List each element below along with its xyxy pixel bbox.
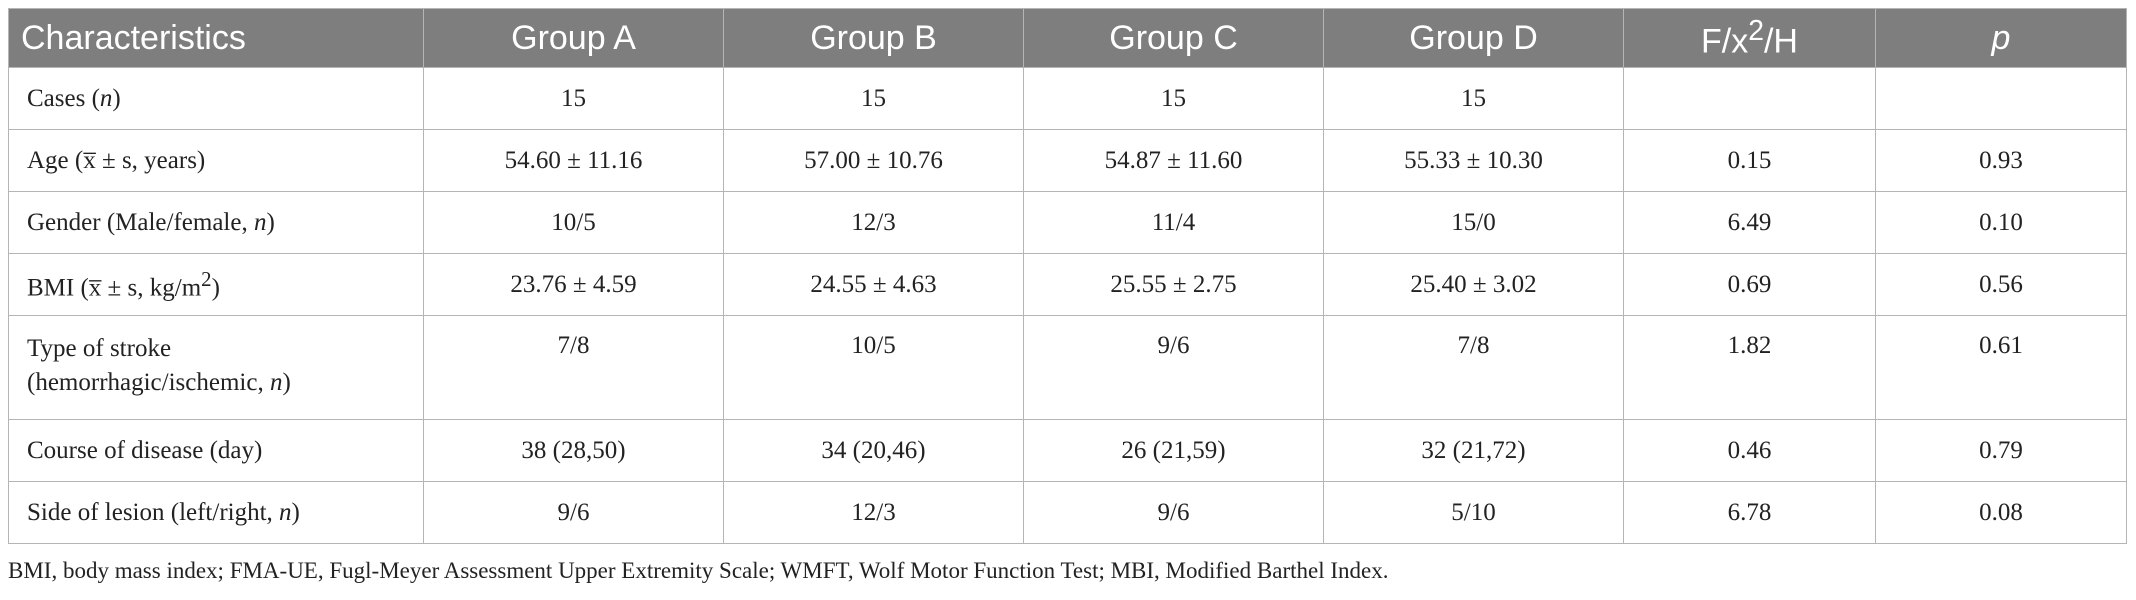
label-superscript: 2 — [201, 266, 212, 291]
label-text: BMI (x̅ ± s, kg/m — [27, 274, 202, 302]
header-group-a: Group A — [423, 8, 724, 68]
cell-group-b: 12/3 — [723, 481, 1024, 544]
row-label: Type of stroke (hemorrhagic/ischemic, n) — [8, 315, 424, 420]
table-row-side-of-lesion: Side of lesion (left/right, n) 9/6 12/3 … — [8, 481, 2127, 544]
cell-group-a: 38 (28,50) — [423, 419, 724, 482]
cell-p-value — [1875, 67, 2127, 130]
cell-group-c: 54.87 ± 11.60 — [1023, 129, 1324, 192]
cell-group-b: 12/3 — [723, 191, 1024, 254]
label-text: Type of stroke — [27, 335, 172, 362]
cell-statistic: 1.82 — [1623, 315, 1876, 420]
cell-group-b: 15 — [723, 67, 1024, 130]
cell-p-value: 0.79 — [1875, 419, 2127, 482]
header-characteristics: Characteristics — [8, 8, 424, 68]
label-text: ) — [211, 274, 220, 302]
cell-group-d: 5/10 — [1323, 481, 1624, 544]
row-label: Age (x̅ ± s, years) — [8, 129, 424, 192]
header-statistic-prefix: F/x — [1701, 22, 1749, 61]
table-row-type-of-stroke: Type of stroke (hemorrhagic/ischemic, n) … — [8, 315, 2127, 420]
cell-group-c: 26 (21,59) — [1023, 419, 1324, 482]
table-row-age: Age (x̅ ± s, years) 54.60 ± 11.16 57.00 … — [8, 129, 2127, 192]
table-row-course-of-disease: Course of disease (day) 38 (28,50) 34 (2… — [8, 419, 2127, 482]
cell-group-a: 23.76 ± 4.59 — [423, 253, 724, 316]
label-italic: n — [269, 369, 283, 396]
label-italic: n — [99, 84, 113, 112]
cell-group-a: 54.60 ± 11.16 — [423, 129, 724, 192]
label-text: ) — [266, 208, 275, 236]
cell-p-value: 0.10 — [1875, 191, 2127, 254]
cell-group-a: 15 — [423, 67, 724, 130]
cell-group-c: 15 — [1023, 67, 1324, 130]
header-statistic-superscript: 2 — [1748, 14, 1764, 47]
cell-group-c: 11/4 — [1023, 191, 1324, 254]
cell-group-d: 15/0 — [1323, 191, 1624, 254]
header-p-label: p — [1991, 18, 2011, 57]
cell-group-a: 9/6 — [423, 481, 724, 544]
label-text: ) — [112, 84, 121, 112]
cell-statistic: 6.78 — [1623, 481, 1876, 544]
row-label: Course of disease (day) — [8, 419, 424, 482]
cell-group-b: 10/5 — [723, 315, 1024, 420]
cell-group-c: 9/6 — [1023, 481, 1324, 544]
label-text: Cases ( — [27, 84, 100, 112]
cell-statistic — [1623, 67, 1876, 130]
row-label: BMI (x̅ ± s, kg/m2) — [8, 253, 424, 316]
table-footnote: BMI, body mass index; FMA-UE, Fugl-Meyer… — [8, 558, 1389, 583]
cell-group-d: 25.40 ± 3.02 — [1323, 253, 1624, 316]
cell-statistic: 0.46 — [1623, 419, 1876, 482]
table-row-cases: Cases (n) 15 15 15 15 — [8, 67, 2127, 130]
label-text: ) — [291, 498, 300, 526]
label-text: Gender (Male/female, — [27, 208, 254, 236]
cell-statistic: 0.15 — [1623, 129, 1876, 192]
cell-statistic: 0.69 — [1623, 253, 1876, 316]
row-label: Gender (Male/female, n) — [8, 191, 424, 254]
cell-p-value: 0.56 — [1875, 253, 2127, 316]
cell-group-c: 25.55 ± 2.75 — [1023, 253, 1324, 316]
label-text: (hemorrhagic/ischemic, — [27, 369, 270, 396]
row-label: Cases (n) — [8, 67, 424, 130]
row-label: Side of lesion (left/right, n) — [8, 481, 424, 544]
table-row-gender: Gender (Male/female, n) 10/5 12/3 11/4 1… — [8, 191, 2127, 254]
cell-group-b: 24.55 ± 4.63 — [723, 253, 1024, 316]
label-italic: n — [253, 208, 267, 236]
label-text: ) — [282, 369, 291, 396]
cell-group-c: 9/6 — [1023, 315, 1324, 420]
label-text: Side of lesion (left/right, — [27, 498, 280, 526]
cell-group-a: 10/5 — [423, 191, 724, 254]
cell-group-d: 32 (21,72) — [1323, 419, 1624, 482]
header-group-c: Group C — [1023, 8, 1324, 68]
header-row: Characteristics Group A Group B Group C … — [8, 8, 2127, 68]
cell-group-d: 55.33 ± 10.30 — [1323, 129, 1624, 192]
header-statistic-suffix: /H — [1763, 22, 1798, 61]
label-italic: n — [279, 498, 292, 526]
cell-p-value: 0.08 — [1875, 481, 2127, 544]
table-row-bmi: BMI (x̅ ± s, kg/m2) 23.76 ± 4.59 24.55 ±… — [8, 253, 2127, 316]
cell-group-a: 7/8 — [423, 315, 724, 420]
cell-statistic: 6.49 — [1623, 191, 1876, 254]
cell-group-d: 15 — [1323, 67, 1624, 130]
cell-p-value: 0.93 — [1875, 129, 2127, 192]
cell-group-b: 57.00 ± 10.76 — [723, 129, 1024, 192]
cell-group-d: 7/8 — [1323, 315, 1624, 420]
header-p-value: p — [1875, 8, 2127, 68]
header-group-b: Group B — [723, 8, 1024, 68]
cell-p-value: 0.61 — [1875, 315, 2127, 420]
header-group-d: Group D — [1323, 8, 1624, 68]
cell-group-b: 34 (20,46) — [723, 419, 1024, 482]
characteristics-table: Characteristics Group A Group B Group C … — [8, 8, 2127, 544]
header-statistic: F/x2/H — [1623, 8, 1876, 68]
